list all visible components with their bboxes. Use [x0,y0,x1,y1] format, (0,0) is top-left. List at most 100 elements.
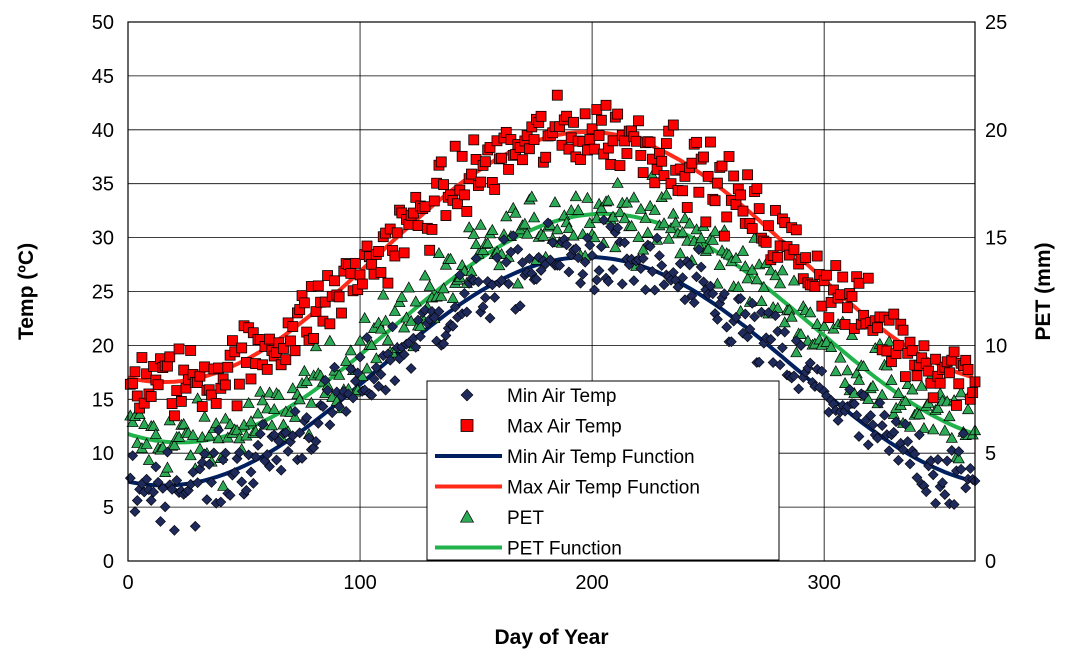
point-min-air-temp [862,439,874,451]
point-max-air-temp [614,160,626,171]
point-min-air-temp [472,276,484,288]
point-pet [657,217,671,229]
point-min-air-temp [454,269,466,281]
point-max-air-temp [196,401,208,413]
point-min-air-temp [482,276,494,287]
y-right-tick-label: 25 [985,12,1007,34]
point-pet [736,244,750,256]
point-max-air-temp [261,363,273,375]
point-min-air-temp [932,454,944,465]
point-pet [901,378,914,390]
point-min-air-temp [730,311,742,323]
point-max-air-temp [561,110,572,122]
point-min-air-temp [333,401,345,412]
point-pet [263,386,276,398]
x-tick-label: 100 [343,572,376,594]
point-min-air-temp [148,486,159,498]
point-pet [286,382,299,394]
point-pet [126,415,139,427]
y-left-tick-label: 40 [92,120,114,142]
point-min-air-temp [647,266,658,277]
point-min-air-temp [591,274,603,286]
point-pet [481,237,494,249]
point-min-air-temp [329,361,340,373]
point-min-air-temp [345,363,357,375]
point-min-air-temp [233,447,245,459]
point-max-air-temp [658,170,670,181]
point-min-air-temp [744,323,756,335]
point-min-air-temp [127,450,139,462]
point-min-air-temp [349,375,361,387]
point-pet [741,272,754,284]
point-pet [409,295,422,307]
point-pet [219,412,232,424]
point-min-air-temp [152,476,164,488]
point-pet [423,279,436,291]
point-min-air-temp [275,464,287,476]
point-max-air-temp [607,135,619,147]
point-min-air-temp [788,370,800,382]
point-max-air-temp [419,201,431,213]
point-min-air-temp [459,288,470,299]
point-min-air-temp [308,442,320,454]
point-min-air-temp [449,301,461,313]
point-max-air-temp [816,300,828,312]
point-max-air-temp [129,366,141,378]
point-max-air-temp [220,379,231,391]
point-pet [344,344,357,356]
point-min-air-temp [953,446,965,457]
point-max-air-temp [835,289,846,301]
point-pet [931,402,944,414]
point-pet [569,190,582,202]
point-max-air-temp [131,390,143,402]
point-min-air-temp [206,476,217,488]
point-max-air-temp [830,260,842,271]
x-tick-label: 0 [122,572,133,594]
legend: Min Air Temp Max Air Temp Min Air Temp Fun… [426,380,780,561]
point-max-air-temp [644,136,656,148]
point-pet [915,379,928,391]
point-min-air-temp [595,241,607,253]
point-min-air-temp [575,277,586,289]
point-min-air-temp [373,380,385,392]
point-pet [142,453,155,465]
legend-swatch-triangle [459,509,475,523]
point-pet [418,269,432,281]
point-pet [706,233,719,245]
point-min-air-temp [322,384,333,396]
point-max-air-temp [222,361,234,373]
legend-label: Max Air Temp [507,417,622,438]
point-min-air-temp [224,489,236,501]
point-max-air-temp [466,168,477,180]
point-max-air-temp [721,211,733,223]
point-pet [567,229,580,241]
point-min-air-temp [428,312,440,324]
point-max-air-temp [398,247,410,259]
point-min-air-temp [433,305,445,317]
point-pet [242,396,255,408]
point-min-air-temp [414,331,426,342]
point-pet [365,338,378,350]
point-max-air-temp [210,398,222,409]
point-max-air-temp [461,206,473,217]
point-max-air-temp [705,136,716,148]
point-pet [595,202,608,214]
y-axis-left-title: Temp (ºC) [15,243,38,340]
point-min-air-temp [201,494,213,506]
point-max-air-temp [718,230,730,242]
point-pet [676,226,689,238]
point-pet [785,310,798,322]
point-max-air-temp [839,319,851,330]
point-max-air-temp [428,195,440,207]
point-pet [251,407,265,419]
legend-swatch-square [460,419,474,432]
point-pet [794,328,808,339]
point-pet [702,242,715,254]
point-min-air-temp [282,445,294,457]
point-pet [300,374,313,386]
point-pet [467,227,480,239]
point-max-air-temp [953,378,965,390]
point-pet [938,424,951,436]
point-min-air-temp [366,389,378,401]
point-min-air-temp [911,472,923,484]
